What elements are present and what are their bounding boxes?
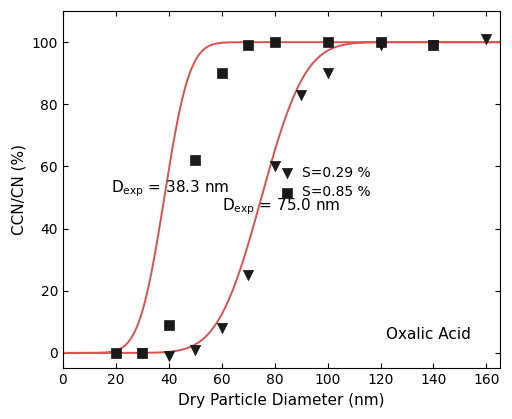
X-axis label: Dry Particle Diameter (nm): Dry Particle Diameter (nm) xyxy=(178,393,385,408)
Text: Oxalic Acid: Oxalic Acid xyxy=(386,327,471,342)
S=0.29 % xyxy=(244,272,252,279)
S=0.29 % xyxy=(270,163,279,170)
S=0.85 % xyxy=(270,39,279,46)
S=0.85 % xyxy=(218,70,226,77)
S=0.85 % xyxy=(138,349,146,356)
S=0.85 % xyxy=(165,322,173,328)
S=0.85 % xyxy=(324,39,332,46)
S=0.85 % xyxy=(244,42,252,49)
S=0.85 % xyxy=(191,157,199,164)
S=0.29 % xyxy=(376,42,385,49)
S=0.29 % xyxy=(482,36,490,42)
Text: D$_{\mathregular{exp}}$ = 75.0 nm: D$_{\mathregular{exp}}$ = 75.0 nm xyxy=(222,197,340,217)
S=0.29 % xyxy=(218,325,226,331)
S=0.85 % xyxy=(430,42,438,49)
S=0.85 % xyxy=(112,349,120,356)
Legend: S=0.29 %, S=0.85 %: S=0.29 %, S=0.85 % xyxy=(278,166,370,199)
S=0.29 % xyxy=(138,349,146,356)
S=0.29 % xyxy=(430,42,438,49)
S=0.29 % xyxy=(191,347,199,353)
S=0.29 % xyxy=(165,353,173,360)
S=0.29 % xyxy=(297,92,305,98)
Y-axis label: CCN/CN (%): CCN/CN (%) xyxy=(11,144,26,235)
Text: D$_{\mathregular{exp}}$ = 38.3 nm: D$_{\mathregular{exp}}$ = 38.3 nm xyxy=(111,178,229,199)
S=0.29 % xyxy=(324,70,332,77)
S=0.85 % xyxy=(376,39,385,46)
